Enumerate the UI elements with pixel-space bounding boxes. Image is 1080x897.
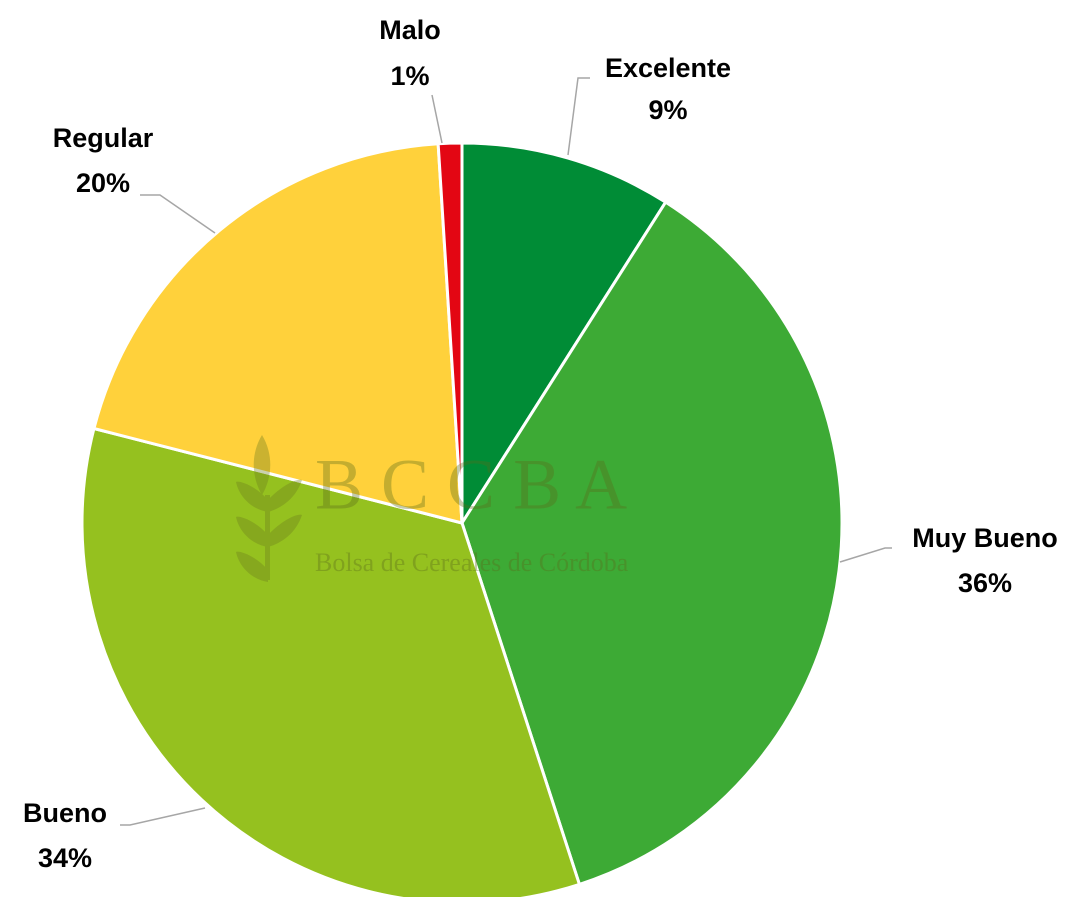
category-label: Regular bbox=[53, 123, 154, 153]
labels: Excelente 9% Muy Bueno 36% Bueno 34% Regular 20… bbox=[23, 15, 1058, 873]
watermark-title: B C C B A bbox=[315, 445, 627, 525]
watermark-subtitle: Bolsa de Cereales de Córdoba bbox=[315, 548, 629, 577]
pie-slice bbox=[436, 141, 464, 524]
watermark: B C C B A Bolsa de Cereales de Córdoba bbox=[236, 435, 629, 582]
value-label: 36% bbox=[958, 568, 1012, 598]
pie-slice bbox=[92, 142, 464, 525]
value-label: 20% bbox=[76, 168, 130, 198]
value-label: 34% bbox=[38, 843, 92, 873]
leader-line bbox=[567, 77, 590, 156]
pie-slice bbox=[460, 141, 668, 529]
wheat-icon bbox=[236, 435, 302, 582]
category-label: Excelente bbox=[605, 53, 731, 83]
category-label: Bueno bbox=[23, 798, 107, 828]
value-label: 9% bbox=[648, 95, 687, 125]
pie-slice bbox=[80, 426, 582, 897]
leader-line bbox=[839, 547, 892, 563]
value-label: 1% bbox=[390, 61, 429, 91]
leader-line bbox=[120, 807, 206, 826]
leader-line bbox=[431, 94, 443, 144]
category-label: Muy Bueno bbox=[912, 523, 1058, 553]
pie bbox=[80, 141, 844, 897]
leader-line bbox=[140, 194, 216, 234]
pie-slice bbox=[460, 200, 844, 887]
category-label: Malo bbox=[379, 15, 441, 45]
